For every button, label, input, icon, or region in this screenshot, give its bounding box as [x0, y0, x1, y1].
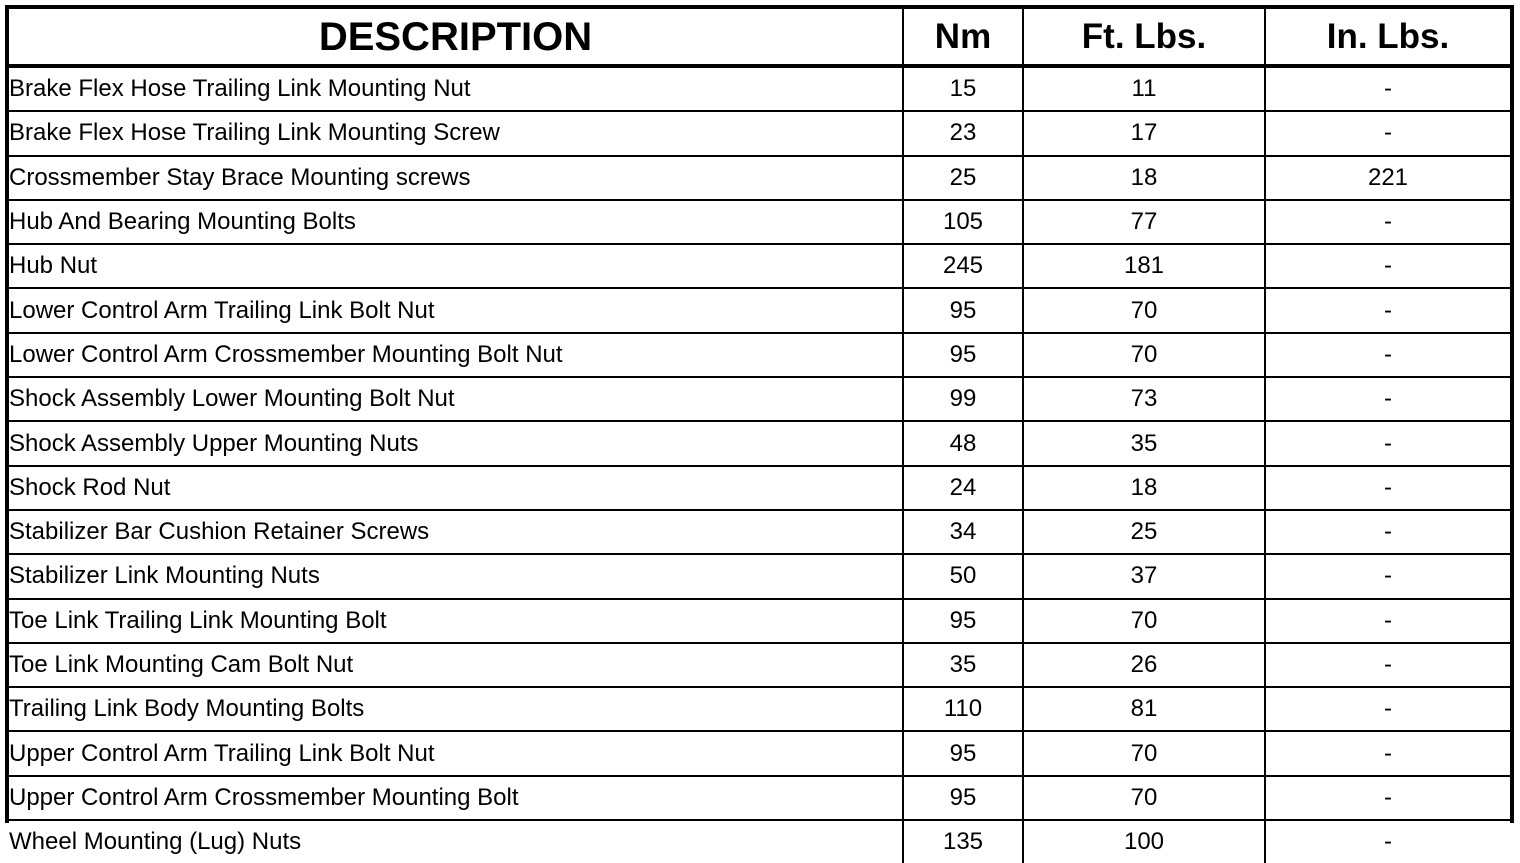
cell-nm: 34 [902, 508, 1024, 556]
cell-in-lbs: - [1264, 464, 1510, 511]
header-row: DESCRIPTION Nm Ft. Lbs. In. Lbs. [9, 9, 1510, 68]
cell-in-lbs: - [1264, 686, 1510, 733]
cell-in-lbs: - [1264, 376, 1510, 423]
cell-nm: 105 [902, 198, 1024, 246]
cell-description: Wheel Mounting (Lug) Nuts [9, 819, 904, 863]
torque-spec-table: DESCRIPTION Nm Ft. Lbs. In. Lbs. Brake F… [9, 9, 1510, 863]
cell-ft-lbs: 81 [1022, 686, 1266, 733]
table-header: DESCRIPTION Nm Ft. Lbs. In. Lbs. [9, 9, 1510, 68]
cell-ft-lbs: 17 [1022, 110, 1266, 157]
cell-in-lbs: - [1264, 774, 1510, 822]
cell-description: Stabilizer Bar Cushion Retainer Screws [9, 508, 904, 556]
cell-nm: 95 [902, 774, 1024, 822]
cell-nm: 35 [902, 641, 1024, 689]
table-row: Shock Rod Nut 24 18- [9, 464, 1510, 511]
cell-in-lbs: - [1264, 420, 1510, 467]
cell-ft-lbs: 181 [1022, 243, 1266, 290]
cell-in-lbs: - [1264, 730, 1510, 777]
cell-description: Stabilizer Link Mounting Nuts [9, 553, 904, 600]
cell-nm: 95 [902, 730, 1024, 777]
cell-nm: 245 [902, 243, 1024, 290]
cell-in-lbs: - [1264, 641, 1510, 689]
cell-nm: 99 [902, 376, 1024, 423]
table-row: Toe Link Mounting Cam Bolt Nut 35 26- [9, 641, 1510, 689]
cell-in-lbs: 221 [1264, 154, 1510, 201]
cell-description: Upper Control Arm Crossmember Mounting B… [9, 774, 904, 822]
cell-in-lbs: - [1264, 508, 1510, 556]
cell-description: Crossmember Stay Brace Mounting screws [9, 154, 904, 201]
cell-description: Upper Control Arm Trailing Link Bolt Nut [9, 730, 904, 777]
table-row: Stabilizer Link Mounting Nuts 50 37- [9, 553, 1510, 600]
table-row: Hub And Bearing Mounting Bolts 105 77- [9, 198, 1510, 246]
cell-description: Shock Assembly Upper Mounting Nuts [9, 420, 904, 467]
cell-in-lbs: - [1264, 819, 1510, 863]
table-row: Stabilizer Bar Cushion Retainer Screws 34… [9, 508, 1510, 556]
table-row: Crossmember Stay Brace Mounting screws 25… [9, 154, 1510, 201]
cell-in-lbs: - [1264, 597, 1510, 644]
cell-description: Lower Control Arm Crossmember Mounting B… [9, 331, 904, 379]
cell-ft-lbs: 77 [1022, 198, 1266, 246]
cell-description: Hub And Bearing Mounting Bolts [9, 198, 904, 246]
cell-nm: 110 [902, 686, 1024, 733]
cell-ft-lbs: 70 [1022, 597, 1266, 644]
torque-spec-table-container: DESCRIPTION Nm Ft. Lbs. In. Lbs. Brake F… [5, 5, 1514, 863]
cell-ft-lbs: 25 [1022, 508, 1266, 556]
cell-ft-lbs: 70 [1022, 774, 1266, 822]
cell-description: Shock Assembly Lower Mounting Bolt Nut [9, 376, 904, 423]
cell-nm: 48 [902, 420, 1024, 467]
cell-description: Hub Nut [9, 243, 904, 290]
cell-nm: 95 [902, 287, 1024, 334]
cell-nm: 95 [902, 597, 1024, 644]
cell-nm: 23 [902, 110, 1024, 157]
cell-ft-lbs: 73 [1022, 376, 1266, 423]
table-row: Brake Flex Hose Trailing Link Mounting S… [9, 110, 1510, 157]
table-row: Upper Control Arm Trailing Link Bolt Nut… [9, 730, 1510, 777]
cell-description: Shock Rod Nut [9, 464, 904, 511]
column-header-ft-lbs: Ft. Lbs. [1022, 9, 1266, 68]
table-row: Upper Control Arm Crossmember Mounting B… [9, 774, 1510, 822]
cell-ft-lbs: 70 [1022, 331, 1266, 379]
cell-in-lbs: - [1264, 331, 1510, 379]
column-header-nm: Nm [902, 9, 1024, 68]
cell-in-lbs: - [1264, 553, 1510, 600]
cell-ft-lbs: 70 [1022, 287, 1266, 334]
table-row: Shock Assembly Lower Mounting Bolt Nut 99… [9, 376, 1510, 423]
cell-description: Toe Link Trailing Link Mounting Bolt [9, 597, 904, 644]
cell-in-lbs: - [1264, 198, 1510, 246]
cell-in-lbs: - [1264, 110, 1510, 157]
cell-description: Brake Flex Hose Trailing Link Mounting N… [9, 64, 904, 113]
cell-description: Toe Link Mounting Cam Bolt Nut [9, 641, 904, 689]
table-row: Trailing Link Body Mounting Bolts 110 81- [9, 686, 1510, 733]
table-row: Hub Nut 245 181- [9, 243, 1510, 290]
table-row: Shock Assembly Upper Mounting Nuts 48 35- [9, 420, 1510, 467]
cell-ft-lbs: 26 [1022, 641, 1266, 689]
table-row: Toe Link Trailing Link Mounting Bolt 95 70… [9, 597, 1510, 644]
cell-ft-lbs: 70 [1022, 730, 1266, 777]
cell-ft-lbs: 11 [1022, 64, 1266, 113]
cell-ft-lbs: 37 [1022, 553, 1266, 600]
column-header-in-lbs: In. Lbs. [1264, 9, 1510, 68]
cell-in-lbs: - [1264, 287, 1510, 334]
cell-ft-lbs: 18 [1022, 154, 1266, 201]
cell-nm: 24 [902, 464, 1024, 511]
column-header-description: DESCRIPTION [9, 9, 904, 68]
cell-description: Brake Flex Hose Trailing Link Mounting S… [9, 110, 904, 157]
table-row: Wheel Mounting (Lug) Nuts 135 100- [9, 819, 1510, 863]
cell-in-lbs: - [1264, 64, 1510, 113]
cell-ft-lbs: 18 [1022, 464, 1266, 511]
cell-in-lbs: - [1264, 243, 1510, 290]
cell-description: Trailing Link Body Mounting Bolts [9, 686, 904, 733]
cell-ft-lbs: 35 [1022, 420, 1266, 467]
table-body: Brake Flex Hose Trailing Link Mounting N… [9, 64, 1510, 863]
table-row: Brake Flex Hose Trailing Link Mounting N… [9, 64, 1510, 113]
cell-nm: 15 [902, 64, 1024, 113]
cell-description: Lower Control Arm Trailing Link Bolt Nut [9, 287, 904, 334]
cell-nm: 50 [902, 553, 1024, 600]
table-row: Lower Control Arm Crossmember Mounting B… [9, 331, 1510, 379]
cell-nm: 135 [902, 819, 1024, 863]
cell-nm: 25 [902, 154, 1024, 201]
cell-ft-lbs: 100 [1022, 819, 1266, 863]
cell-nm: 95 [902, 331, 1024, 379]
table-row: Lower Control Arm Trailing Link Bolt Nut… [9, 287, 1510, 334]
